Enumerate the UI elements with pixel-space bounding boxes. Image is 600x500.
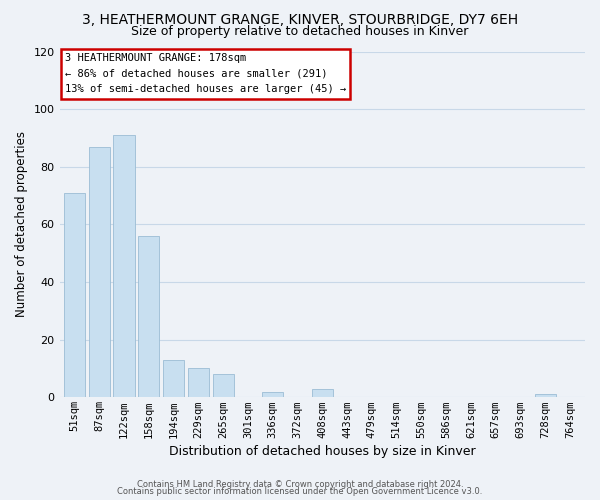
X-axis label: Distribution of detached houses by size in Kinver: Distribution of detached houses by size … xyxy=(169,444,476,458)
Bar xyxy=(188,368,209,398)
Text: Size of property relative to detached houses in Kinver: Size of property relative to detached ho… xyxy=(131,25,469,38)
Bar xyxy=(113,135,134,398)
Bar xyxy=(262,392,283,398)
Bar xyxy=(312,388,333,398)
Y-axis label: Number of detached properties: Number of detached properties xyxy=(15,132,28,318)
Bar xyxy=(163,360,184,398)
Text: 3, HEATHERMOUNT GRANGE, KINVER, STOURBRIDGE, DY7 6EH: 3, HEATHERMOUNT GRANGE, KINVER, STOURBRI… xyxy=(82,12,518,26)
Bar xyxy=(138,236,160,398)
Bar xyxy=(212,374,233,398)
Text: Contains HM Land Registry data © Crown copyright and database right 2024.: Contains HM Land Registry data © Crown c… xyxy=(137,480,463,489)
Text: Contains public sector information licensed under the Open Government Licence v3: Contains public sector information licen… xyxy=(118,487,482,496)
Bar xyxy=(64,192,85,398)
Text: 3 HEATHERMOUNT GRANGE: 178sqm
← 86% of detached houses are smaller (291)
13% of : 3 HEATHERMOUNT GRANGE: 178sqm ← 86% of d… xyxy=(65,53,346,94)
Bar xyxy=(89,146,110,398)
Bar xyxy=(535,394,556,398)
